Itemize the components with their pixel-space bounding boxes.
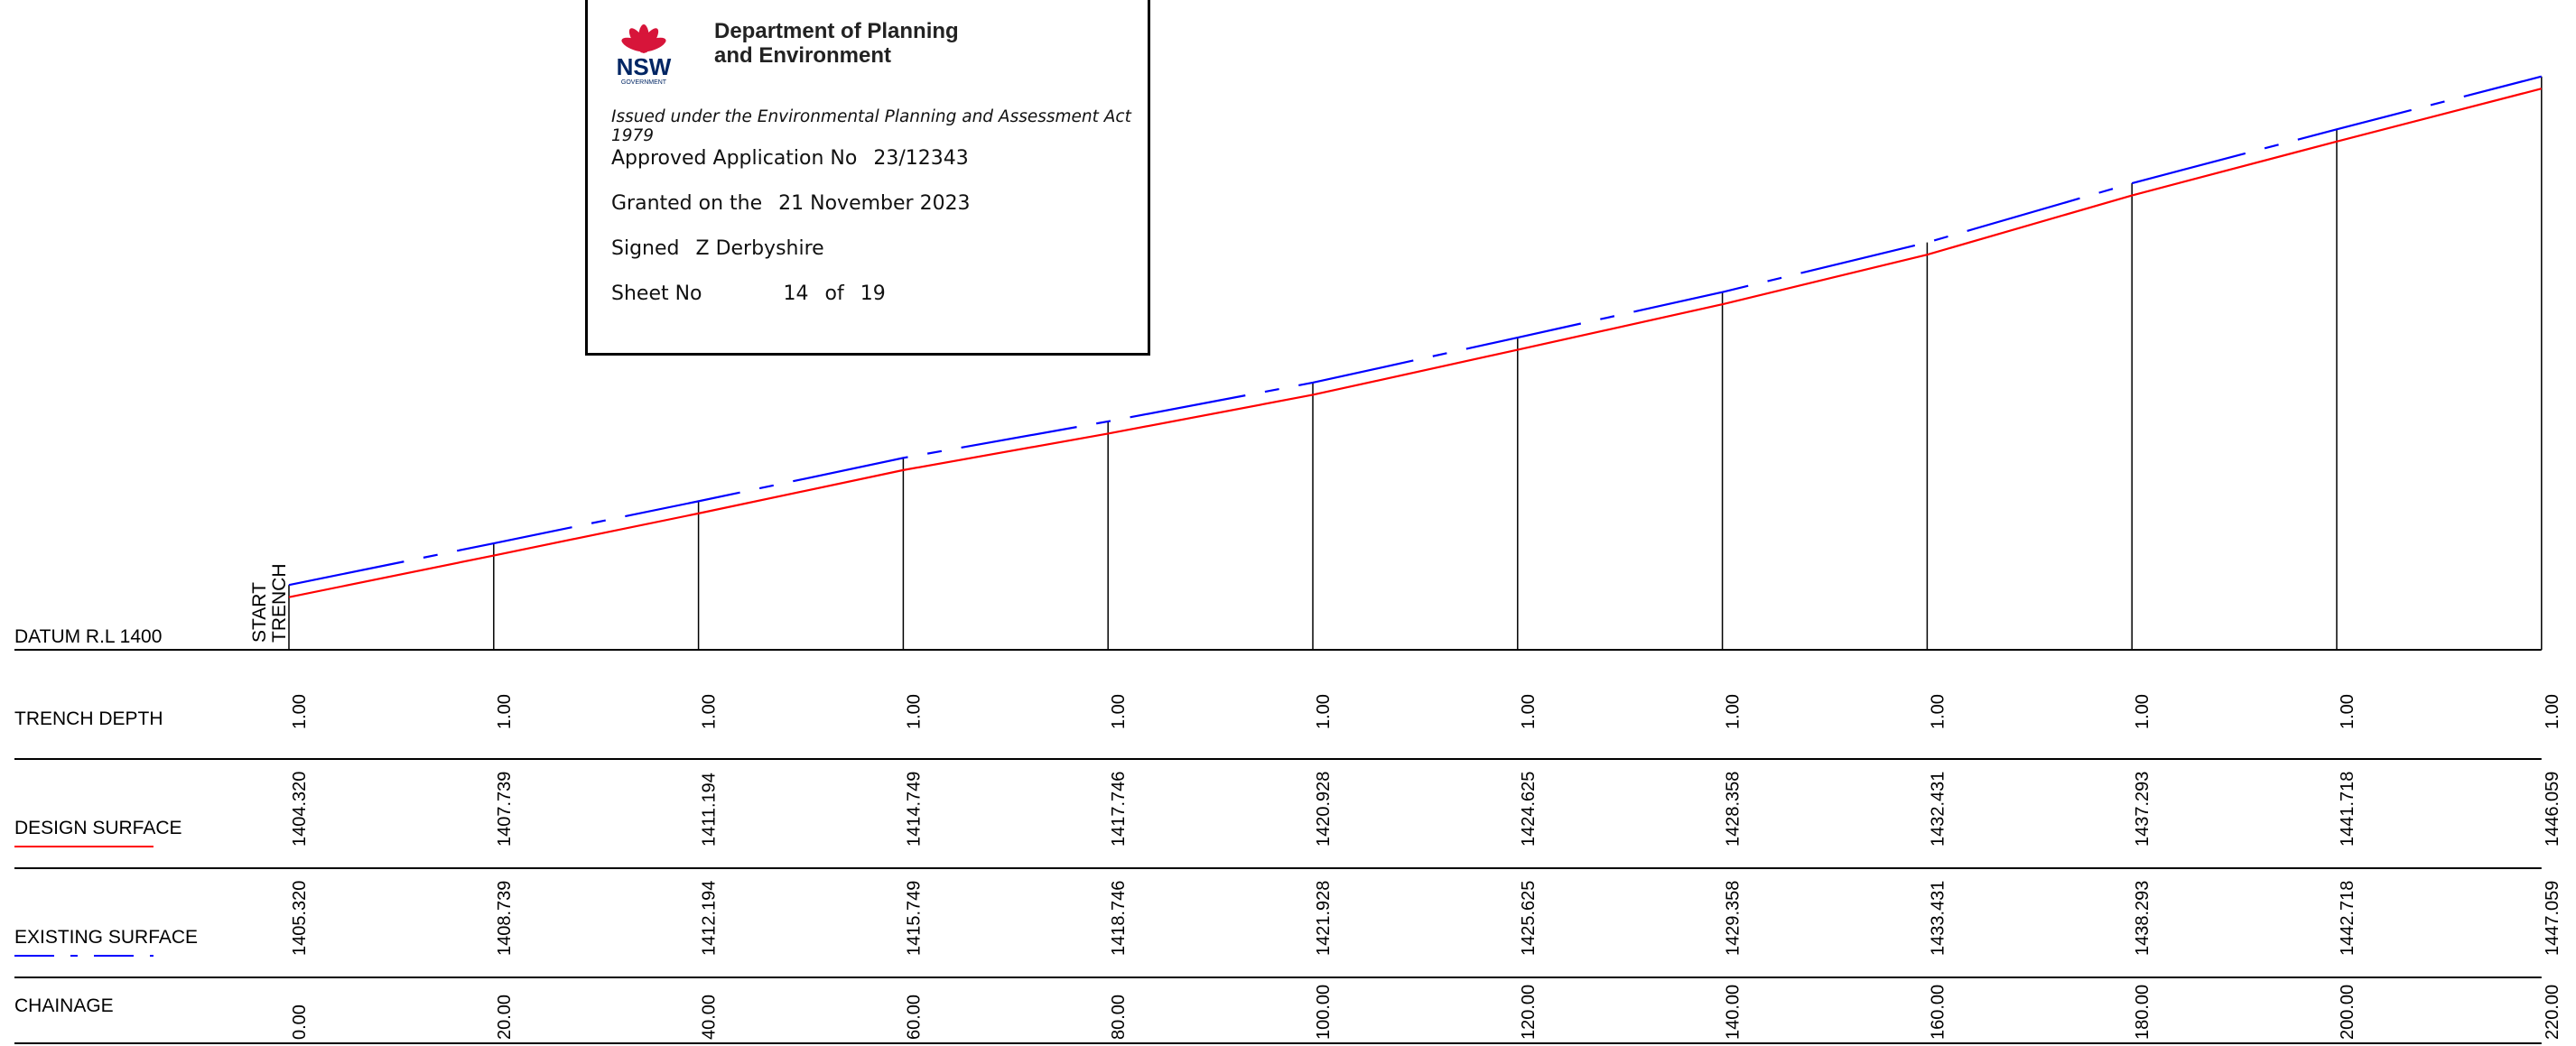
trench-depth-value: 1.00	[1519, 694, 1539, 729]
chainage-value: 120.00	[1519, 985, 1539, 1040]
existing-surface-value: 1429.358	[1724, 881, 1744, 956]
signed-row: Signed Z Derbyshire	[611, 237, 824, 260]
existing-surface-value: 1433.431	[1928, 881, 1948, 956]
start-label: START	[249, 582, 270, 643]
existing-surface-value: 1438.293	[2133, 881, 2153, 956]
granted-label: Granted on the	[611, 192, 763, 215]
trench-depth-value: 1.00	[1724, 694, 1744, 729]
existing-surface-label: EXISTING SURFACE	[14, 927, 198, 948]
design-surface-value: 1404.320	[290, 772, 310, 847]
signed-name: Z Derbyshire	[695, 237, 824, 260]
chainage-value: 20.00	[495, 995, 515, 1040]
application-row: Approved Application No 23/12343	[611, 147, 969, 170]
granted-row: Granted on the 21 November 2023	[611, 192, 971, 215]
chainage-value: 60.00	[904, 995, 924, 1040]
department-line-1: Department of Planning	[714, 19, 959, 43]
data-table-values: 1.00 1404.320 1405.320 0.00 1.00 1407.739 1408…	[290, 694, 2562, 1040]
existing-surface-value: 1421.928	[1314, 881, 1334, 956]
trench-depth-value: 1.00	[1109, 694, 1129, 729]
design-surface-value: 1441.718	[2338, 772, 2357, 847]
chainage-value: 80.00	[1109, 995, 1129, 1040]
chainage-value: 40.00	[700, 995, 720, 1040]
chainage-value: 180.00	[2133, 985, 2153, 1040]
existing-surface-value: 1405.320	[290, 881, 310, 956]
existing-surface-value: 1408.739	[495, 881, 515, 956]
chainage-value: 160.00	[1928, 985, 1948, 1040]
approval-stamp: NSW GOVERNMENT Department of Planning an…	[585, 0, 1150, 356]
trench-depth-label: TRENCH DEPTH	[14, 708, 163, 729]
design-surface-value: 1432.431	[1928, 772, 1948, 847]
trench-depth-value: 1.00	[2543, 694, 2562, 729]
design-surface-line	[288, 88, 2543, 598]
existing-surface-value: 1415.749	[904, 881, 924, 956]
chainage-value: 0.00	[290, 1004, 310, 1040]
design-surface-label: DESIGN SURFACE	[14, 818, 182, 838]
trench-depth-value: 1.00	[904, 694, 924, 729]
design-surface-value: 1428.358	[1724, 772, 1744, 847]
sheet-row: Sheet No 14 of 19	[611, 282, 886, 305]
sheet-label: Sheet No	[611, 282, 702, 305]
datum-label: DATUM R.L 1400	[14, 626, 162, 647]
existing-surface-value: 1447.059	[2543, 881, 2562, 956]
trench-depth-value: 1.00	[1314, 694, 1334, 729]
trench-depth-value: 1.00	[2133, 694, 2153, 729]
design-surface-value: 1420.928	[1314, 772, 1334, 847]
application-number: 23/12343	[873, 147, 969, 170]
chainage-value: 220.00	[2543, 985, 2562, 1040]
sheet-total: 19	[860, 282, 886, 305]
issued-under-text: Issued under the Environmental Planning …	[611, 107, 1131, 145]
trench-depth-value: 1.00	[290, 694, 310, 729]
signed-label: Signed	[611, 237, 680, 260]
trench-depth-value: 1.00	[495, 694, 515, 729]
granted-date: 21 November 2023	[778, 192, 971, 215]
sheet-number: 14	[783, 282, 809, 305]
chainage-value: 140.00	[1724, 985, 1744, 1040]
design-surface-value: 1437.293	[2133, 772, 2153, 847]
existing-surface-value: 1418.746	[1109, 881, 1129, 956]
existing-surface-value: 1412.194	[700, 881, 720, 956]
application-label: Approved Application No	[611, 147, 858, 170]
department-line-2: and Environment	[714, 43, 892, 68]
trench-depth-value: 1.00	[1928, 694, 1948, 729]
logo-text: NSW	[617, 53, 672, 80]
design-surface-value: 1446.059	[2543, 772, 2562, 847]
design-surface-value: 1411.194	[700, 773, 720, 847]
design-surface-value: 1417.746	[1109, 772, 1129, 847]
design-surface-value: 1424.625	[1519, 772, 1539, 847]
nsw-waratah-logo-icon: NSW GOVERNMENT	[617, 24, 672, 86]
department-name: Department of Planning and Environment	[714, 19, 959, 68]
existing-surface-line	[288, 75, 2543, 587]
trench-depth-value: 1.00	[2338, 694, 2357, 729]
logo-subtext: GOVERNMENT	[621, 79, 667, 86]
profile-grid-lines	[14, 76, 2543, 1044]
trench-depth-value: 1.00	[700, 694, 720, 729]
design-surface-value: 1407.739	[495, 772, 515, 847]
chainage-value: 200.00	[2338, 985, 2357, 1040]
design-surface-value: 1414.749	[904, 772, 924, 847]
chainage-label: CHAINAGE	[14, 995, 114, 1016]
surface-lines	[288, 75, 2543, 598]
trench-label: TRENCH	[269, 564, 290, 643]
existing-surface-value: 1442.718	[2338, 881, 2357, 956]
sheet-of: of	[824, 282, 844, 305]
chainage-value: 100.00	[1314, 985, 1334, 1040]
existing-surface-value: 1425.625	[1519, 881, 1539, 956]
